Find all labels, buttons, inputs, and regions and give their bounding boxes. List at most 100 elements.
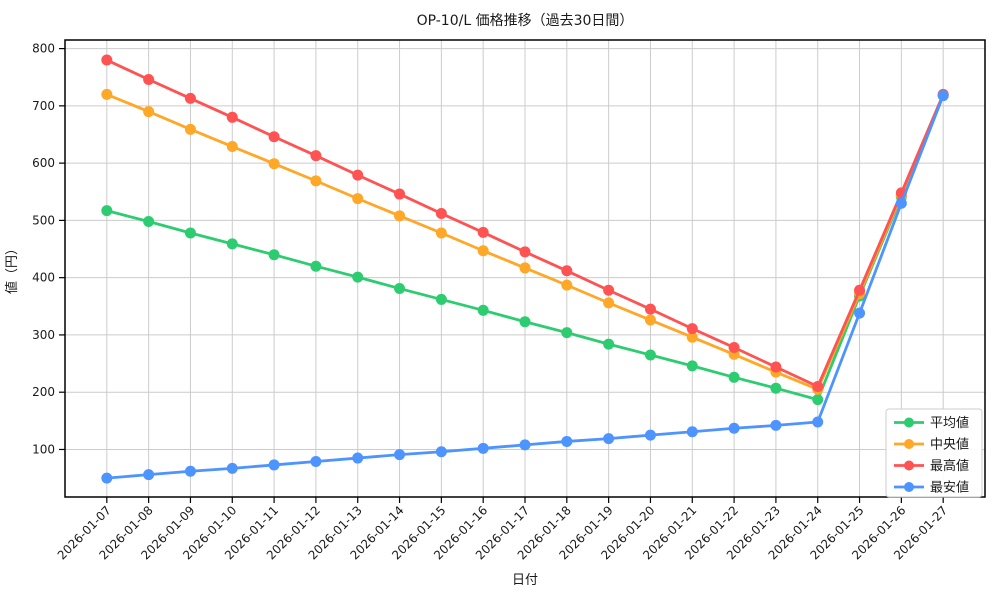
series-3-marker xyxy=(644,429,656,441)
y-tick-label: 100 xyxy=(32,442,55,456)
series-2-marker xyxy=(686,323,698,335)
series-3-marker xyxy=(770,419,782,431)
series-1-marker xyxy=(101,88,113,100)
series-0-marker xyxy=(352,271,364,283)
legend-label: 最安値 xyxy=(930,480,969,496)
series-2-marker xyxy=(728,342,740,354)
series-2-marker xyxy=(310,150,322,162)
series-2-marker xyxy=(184,92,196,104)
legend-marker xyxy=(904,417,914,428)
series-1-marker xyxy=(310,175,322,187)
series-2-marker xyxy=(644,303,656,315)
series-3-marker xyxy=(352,452,364,464)
series-3-marker xyxy=(184,465,196,477)
series-1-marker xyxy=(394,210,406,222)
series-2-marker xyxy=(394,188,406,200)
series-0-marker xyxy=(812,394,824,406)
legend-item-2: 最高値 xyxy=(894,458,969,474)
series-0-marker xyxy=(268,249,280,261)
x-axis-label: 日付 xyxy=(512,573,538,588)
series-2-marker xyxy=(352,169,364,181)
series-1-marker xyxy=(644,314,656,326)
series-3 xyxy=(101,90,949,484)
series-3-marker xyxy=(310,455,322,467)
series-0-marker xyxy=(394,283,406,295)
series-2-marker xyxy=(477,226,489,238)
series-3-marker xyxy=(812,416,824,428)
y-axis-label: 値（円） xyxy=(4,242,20,294)
series-0-marker xyxy=(143,216,155,228)
series-0-marker xyxy=(519,316,531,328)
legend-item-3: 最安値 xyxy=(894,480,969,496)
series-0-marker xyxy=(603,338,615,350)
series-0-marker xyxy=(477,304,489,316)
series-0-marker xyxy=(561,327,573,339)
series-3-marker xyxy=(477,442,489,454)
series-0-marker xyxy=(226,238,238,250)
series-3-marker xyxy=(519,439,531,451)
series-1-marker xyxy=(143,106,155,118)
plot-border xyxy=(64,39,986,498)
series-1-marker xyxy=(686,331,698,343)
series-1-marker xyxy=(561,279,573,291)
series-2-marker xyxy=(854,284,866,296)
series-1-marker xyxy=(477,245,489,257)
series-1-marker xyxy=(435,227,447,239)
series-1-marker xyxy=(268,158,280,170)
y-tick-label: 500 xyxy=(32,213,55,227)
series-3-marker xyxy=(728,422,740,434)
legend-label: 最高値 xyxy=(930,458,969,474)
legend-box xyxy=(885,408,983,498)
chart-title: OP-10/L 価格推移（過去30日間） xyxy=(417,13,634,29)
series-0-marker xyxy=(101,205,113,217)
series-0-marker xyxy=(184,227,196,239)
y-tick-label: 600 xyxy=(32,156,55,170)
series-0-marker xyxy=(644,349,656,361)
y-tick-label: 700 xyxy=(32,99,55,113)
legend-item-0: 平均値 xyxy=(894,415,969,431)
series-0-marker xyxy=(728,371,740,383)
series-3-marker xyxy=(226,462,238,474)
series-2-marker xyxy=(519,246,531,258)
series-0-marker xyxy=(770,382,782,394)
series-2-marker xyxy=(812,380,824,392)
series-2-marker xyxy=(770,361,782,373)
series-3-marker xyxy=(854,307,866,319)
series-3-marker xyxy=(561,435,573,447)
series-1-marker xyxy=(226,141,238,153)
series-3-marker xyxy=(686,426,698,438)
series-1-marker xyxy=(352,193,364,205)
series-2-marker xyxy=(435,208,447,220)
series-0-marker xyxy=(686,360,698,372)
series-3-marker xyxy=(937,90,949,102)
axis-ticks xyxy=(59,47,944,503)
series-3-marker xyxy=(268,459,280,471)
y-tick-label: 400 xyxy=(32,271,55,285)
series-3-marker xyxy=(101,472,113,484)
series-3-marker xyxy=(603,433,615,445)
series-3-marker xyxy=(895,197,907,209)
series-2-marker xyxy=(226,111,238,123)
series-3-marker xyxy=(435,446,447,458)
series-2-marker xyxy=(143,74,155,86)
y-tick-label: 800 xyxy=(32,42,55,56)
series-2-marker xyxy=(268,131,280,143)
legend-label: 中央値 xyxy=(930,437,969,453)
series-2-marker xyxy=(561,265,573,277)
series-3-marker xyxy=(394,449,406,461)
series-0-marker xyxy=(435,293,447,305)
y-tick-label: 300 xyxy=(32,328,55,342)
y-tick-label: 200 xyxy=(32,385,55,399)
series-1-marker xyxy=(184,123,196,135)
series-3-marker xyxy=(143,469,155,481)
series-1-marker xyxy=(519,262,531,274)
legend-marker xyxy=(904,460,914,471)
legend-item-1: 中央値 xyxy=(894,437,969,453)
series-2-marker xyxy=(603,284,615,296)
gridlines xyxy=(65,40,985,497)
series-1-marker xyxy=(603,297,615,309)
series-2-marker xyxy=(101,54,113,66)
legend-marker xyxy=(904,482,914,492)
